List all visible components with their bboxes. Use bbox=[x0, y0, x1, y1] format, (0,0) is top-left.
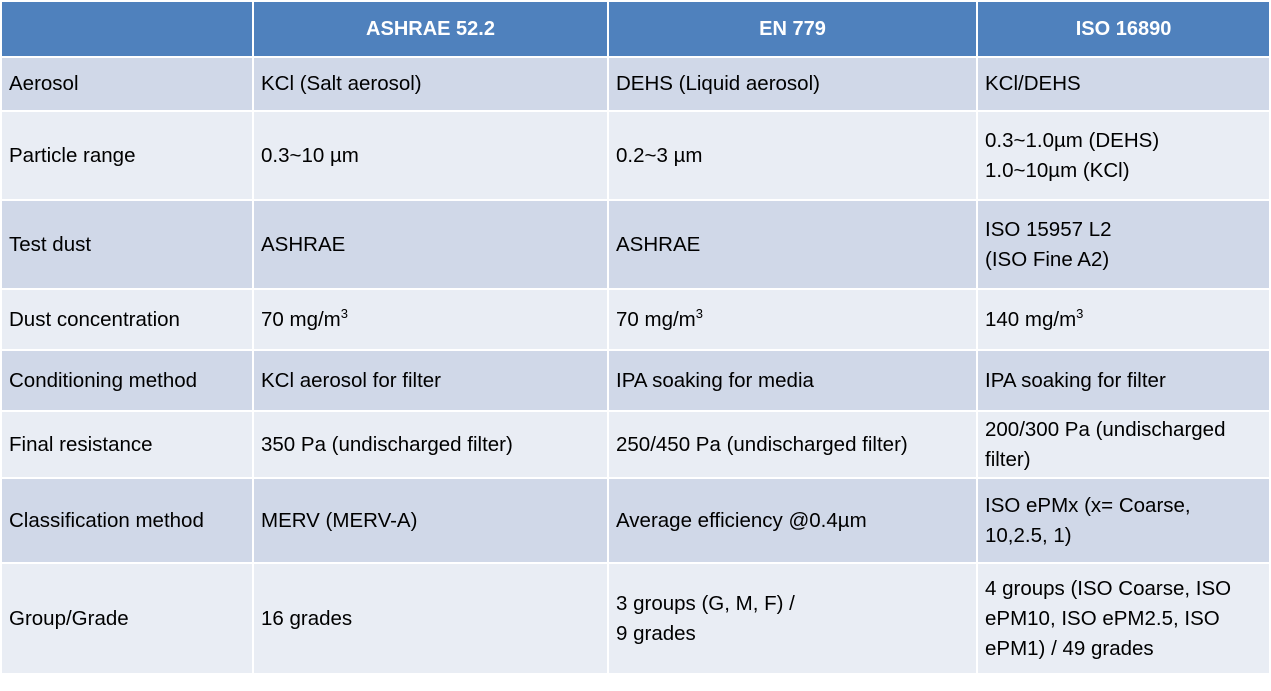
cell-ashrae: KCl (Salt aerosol) bbox=[254, 58, 607, 110]
row-label: Final resistance bbox=[2, 412, 252, 477]
row-label: Classification method bbox=[2, 479, 252, 562]
header-cell-iso16890: ISO 16890 bbox=[978, 2, 1269, 56]
cell-en779: ASHRAE bbox=[609, 201, 976, 288]
superscript-exponent: 3 bbox=[695, 305, 703, 321]
table-row: Group/Grade 16 grades 3 groups (G, M, F)… bbox=[2, 564, 1269, 673]
header-row: ASHRAE 52.2 EN 779 ISO 16890 bbox=[2, 2, 1269, 56]
superscript-exponent: 3 bbox=[340, 305, 348, 321]
cell-ashrae: 16 grades bbox=[254, 564, 607, 673]
table-row: Test dust ASHRAE ASHRAE ISO 15957 L2 (IS… bbox=[2, 201, 1269, 288]
cell-iso16890: 140 mg/m3 bbox=[978, 290, 1269, 349]
cell-iso16890: 200/300 Pa (undischarged filter) bbox=[978, 412, 1269, 477]
superscript-exponent: 3 bbox=[1076, 305, 1084, 321]
cell-iso16890: KCl/DEHS bbox=[978, 58, 1269, 110]
cell-ashrae: ASHRAE bbox=[254, 201, 607, 288]
cell-iso16890: 4 groups (ISO Coarse, ISO ePM10, ISO ePM… bbox=[978, 564, 1269, 673]
cell-iso16890: ISO ePMx (x= Coarse, 10,2.5, 1) bbox=[978, 479, 1269, 562]
table-row: Aerosol KCl (Salt aerosol) DEHS (Liquid … bbox=[2, 58, 1269, 110]
row-label: Particle range bbox=[2, 112, 252, 199]
cell-ashrae: KCl aerosol for filter bbox=[254, 351, 607, 410]
table-row: Final resistance 350 Pa (undischarged fi… bbox=[2, 412, 1269, 477]
filter-standards-table: ASHRAE 52.2 EN 779 ISO 16890 Aerosol KCl… bbox=[2, 2, 1269, 673]
table-row: Dust concentration 70 mg/m3 70 mg/m3 140… bbox=[2, 290, 1269, 349]
cell-en779: 3 groups (G, M, F) / 9 grades bbox=[609, 564, 976, 673]
cell-iso16890: IPA soaking for filter bbox=[978, 351, 1269, 410]
cell-ashrae: MERV (MERV-A) bbox=[254, 479, 607, 562]
header-cell-en779: EN 779 bbox=[609, 2, 976, 56]
table-row: Classification method MERV (MERV-A) Aver… bbox=[2, 479, 1269, 562]
cell-en779: DEHS (Liquid aerosol) bbox=[609, 58, 976, 110]
row-label: Dust concentration bbox=[2, 290, 252, 349]
cell-ashrae: 70 mg/m3 bbox=[254, 290, 607, 349]
row-label: Test dust bbox=[2, 201, 252, 288]
cell-en779: 250/450 Pa (undischarged filter) bbox=[609, 412, 976, 477]
table-row: Particle range 0.3~10 µm 0.2~3 µm 0.3~1.… bbox=[2, 112, 1269, 199]
header-cell-empty bbox=[2, 2, 252, 56]
cell-iso16890: 0.3~1.0µm (DEHS) 1.0~10µm (KCl) bbox=[978, 112, 1269, 199]
cell-en779: 70 mg/m3 bbox=[609, 290, 976, 349]
row-label: Aerosol bbox=[2, 58, 252, 110]
cell-en779: Average efficiency @0.4µm bbox=[609, 479, 976, 562]
row-label: Group/Grade bbox=[2, 564, 252, 673]
table-row: Conditioning method KCl aerosol for filt… bbox=[2, 351, 1269, 410]
cell-ashrae: 0.3~10 µm bbox=[254, 112, 607, 199]
row-label: Conditioning method bbox=[2, 351, 252, 410]
cell-en779: 0.2~3 µm bbox=[609, 112, 976, 199]
cell-iso16890: ISO 15957 L2 (ISO Fine A2) bbox=[978, 201, 1269, 288]
cell-en779: IPA soaking for media bbox=[609, 351, 976, 410]
header-cell-ashrae: ASHRAE 52.2 bbox=[254, 2, 607, 56]
cell-ashrae: 350 Pa (undischarged filter) bbox=[254, 412, 607, 477]
